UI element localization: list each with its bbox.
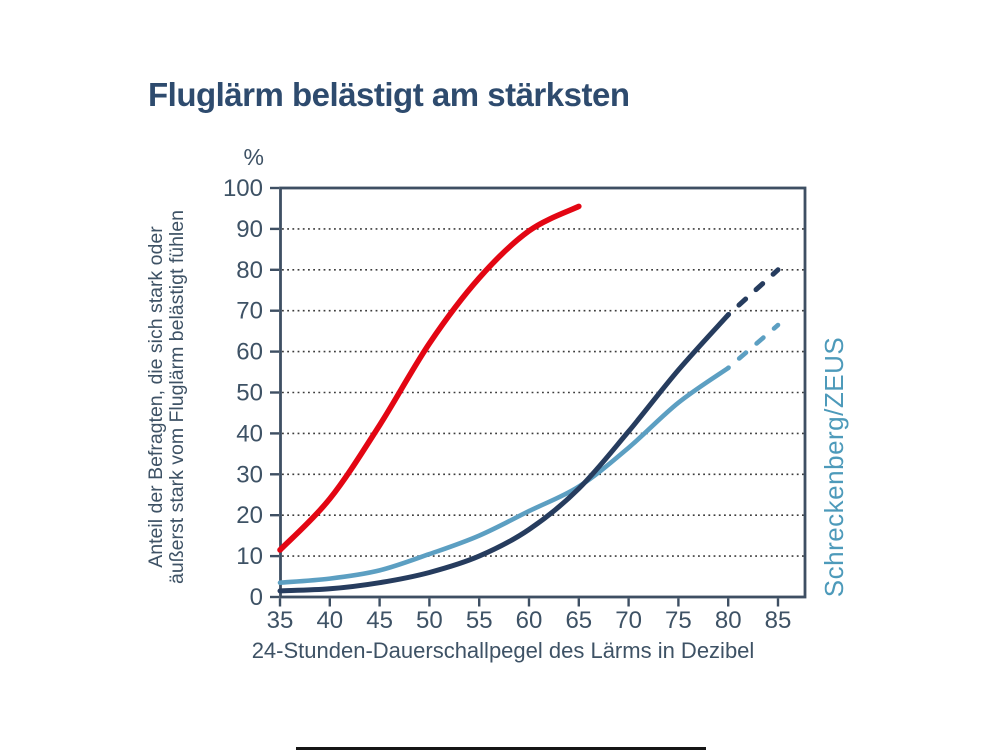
y-tick-label-10: 10 [236,543,263,570]
light-blue-curve-dashed [725,322,781,371]
y-tick-label-100: 100 [223,175,263,202]
y-tick-label-90: 90 [236,216,263,243]
x-tick-label-50: 50 [416,607,443,634]
x-tick-label-80: 80 [715,607,742,634]
dark-blue-curve-solid [277,312,731,594]
y-tick-label-0: 0 [250,584,263,611]
y-tick-label-60: 60 [236,339,263,366]
x-tick-label-85: 85 [765,607,792,634]
x-tick-label-55: 55 [466,607,493,634]
y-tick-label-50: 50 [236,380,263,407]
x-axis-title: 24-Stunden-Dauerschallpegel des Lärms in… [251,638,755,663]
source-attribution-label: Schreckenberg/ZEUS [819,336,849,598]
plot-box [279,186,807,599]
y-tick-label-40: 40 [236,420,263,447]
y-axis-unit-label: % [243,144,264,170]
red-curve-solid [277,203,582,553]
x-tick-label-70: 70 [615,607,642,634]
dark-blue-curve-dashed [725,267,781,318]
x-tick-label-35: 35 [267,607,294,634]
x-tick-label-40: 40 [316,607,343,634]
x-tick-label-60: 60 [516,607,543,634]
x-tick-label-65: 65 [565,607,592,634]
y-tick-label-70: 70 [236,298,263,325]
x-tick-label-45: 45 [366,607,393,634]
light-blue-curve-solid [277,365,731,585]
y-tick-label-80: 80 [236,257,263,284]
page-bottom-edge-line [296,747,706,750]
y-tick-label-30: 30 [236,461,263,488]
y-tick-label-20: 20 [236,502,263,529]
chart-title: Fluglärm belästigt am stärksten [148,76,630,113]
x-tick-label-75: 75 [665,607,692,634]
